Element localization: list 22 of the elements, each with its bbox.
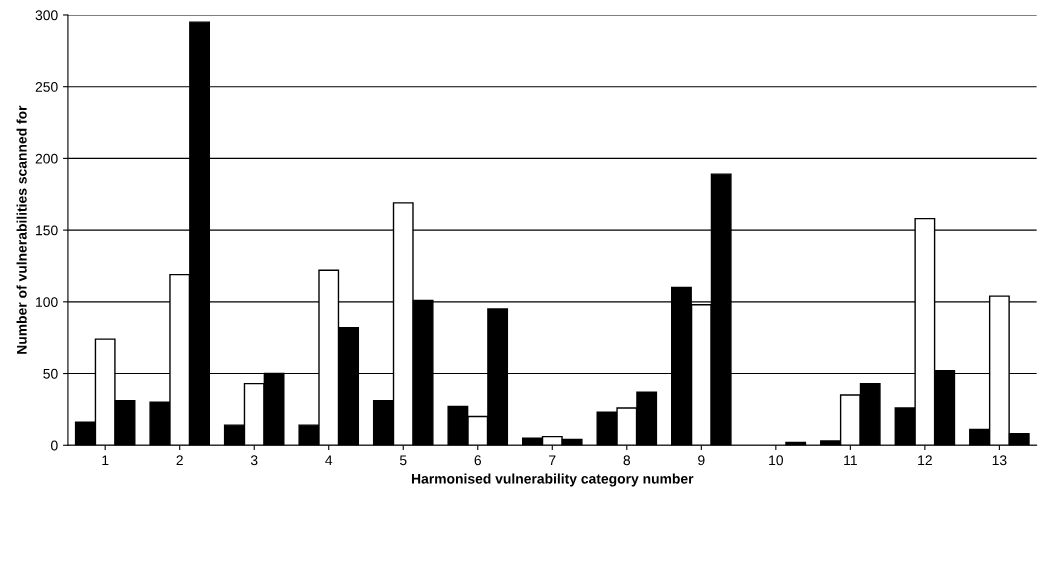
x-tick-label: 7	[549, 455, 556, 466]
x-tick-label: 11	[844, 455, 857, 466]
y-axis-title: Number of vulnerabilities scanned for	[16, 105, 27, 354]
x-tick-label: 13	[992, 455, 1007, 466]
y-tick-label: 300	[35, 10, 58, 21]
y-tick-label: 250	[35, 82, 58, 92]
y-tick-label: 200	[35, 153, 58, 164]
x-tick-label: 1	[102, 455, 109, 466]
x-tick-label: 6	[474, 455, 482, 466]
y-tick-label: 150	[36, 225, 58, 236]
x-axis-title: Harmonised vulnerability category number	[411, 473, 694, 487]
y-tick-label: 50	[43, 368, 58, 379]
x-tick-label: 3	[250, 455, 258, 466]
x-tick-label: 4	[325, 455, 333, 466]
x-tick-label: 2	[176, 455, 183, 466]
y-tick-label: 100	[36, 297, 58, 307]
x-tick-label: 9	[698, 455, 705, 466]
y-tick-label: 0	[51, 440, 58, 451]
x-tick-label: 8	[623, 455, 631, 466]
x-tick-label: 10	[769, 455, 784, 466]
x-tick-label: 5	[399, 455, 407, 466]
x-tick-label: 12	[918, 455, 932, 466]
